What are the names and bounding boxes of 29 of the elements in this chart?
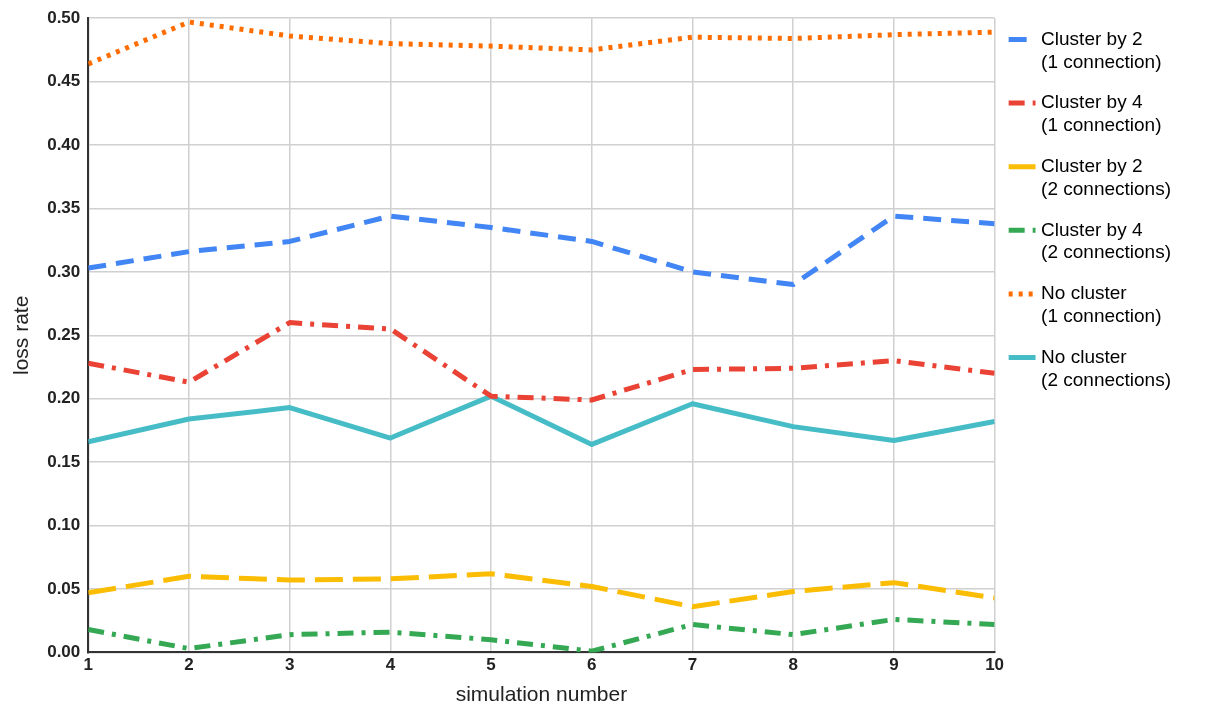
x-tick-label: 10	[985, 655, 1005, 675]
legend-label: Cluster by 2 (1 connection)	[1041, 27, 1162, 72]
legend-label: Cluster by 4 (2 connections)	[1041, 218, 1171, 263]
y-tick-label: 0.20	[47, 388, 81, 408]
y-tick-label: 0.10	[47, 515, 81, 535]
y-tick-label: 0.30	[47, 261, 81, 281]
y-tick-label: 0.25	[47, 324, 81, 344]
x-tick-label: 4	[385, 655, 396, 675]
legend-label: No cluster (1 connection)	[1041, 282, 1162, 326]
legend-label: Cluster by 4 (1 connection)	[1041, 91, 1162, 136]
x-tick-label: 8	[788, 655, 798, 675]
y-tick-label: 0.45	[47, 71, 81, 91]
y-tick-label: 0.15	[47, 451, 81, 471]
x-tick-label: 6	[587, 655, 597, 675]
x-axis-title: simulation number	[455, 682, 628, 706]
x-tick-label: 1	[83, 655, 94, 675]
legend-label: No cluster (2 connections)	[1041, 345, 1171, 390]
legend-label: Cluster by 2 (2 connections)	[1041, 154, 1171, 199]
y-tick-label: 0.40	[47, 134, 81, 154]
y-tick-label: 0.50	[47, 7, 81, 27]
y-tick-label: 0.35	[47, 198, 81, 218]
x-tick-label: 7	[687, 655, 698, 675]
y-tick-label: 0.05	[47, 578, 81, 598]
y-axis-title: loss rate	[9, 295, 33, 375]
x-tick-label: 5	[486, 655, 496, 675]
x-tick-label: 3	[284, 655, 295, 675]
y-tick-label: 0.00	[47, 642, 81, 662]
x-tick-label: 9	[889, 655, 899, 675]
x-tick-label: 2	[184, 655, 194, 675]
